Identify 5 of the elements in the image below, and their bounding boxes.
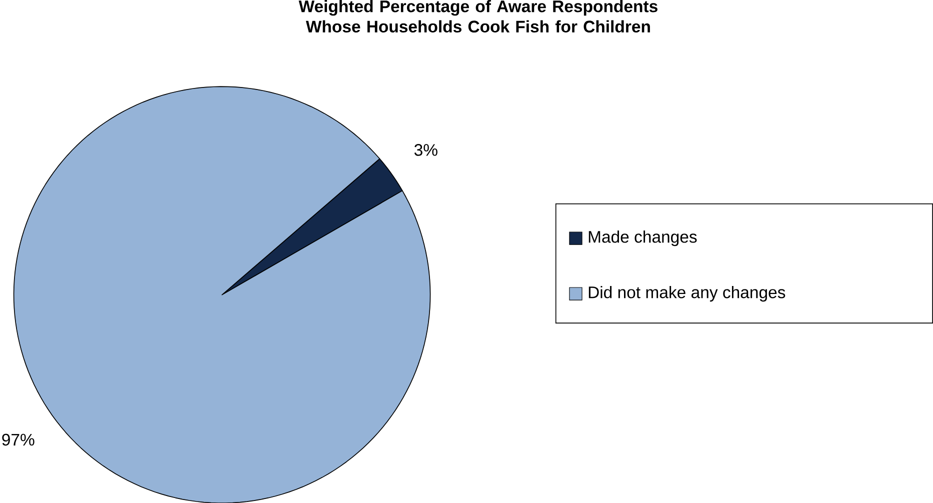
legend-label: Did not make any changes	[588, 286, 786, 302]
chart-title: Weighted Percentage of Aware Respondents Whose Households Cook Fish for Children	[298, 0, 658, 32]
data-label: 97%	[2, 434, 34, 446]
legend-label: Made changes	[588, 230, 697, 246]
data-label: 3%	[414, 144, 438, 156]
